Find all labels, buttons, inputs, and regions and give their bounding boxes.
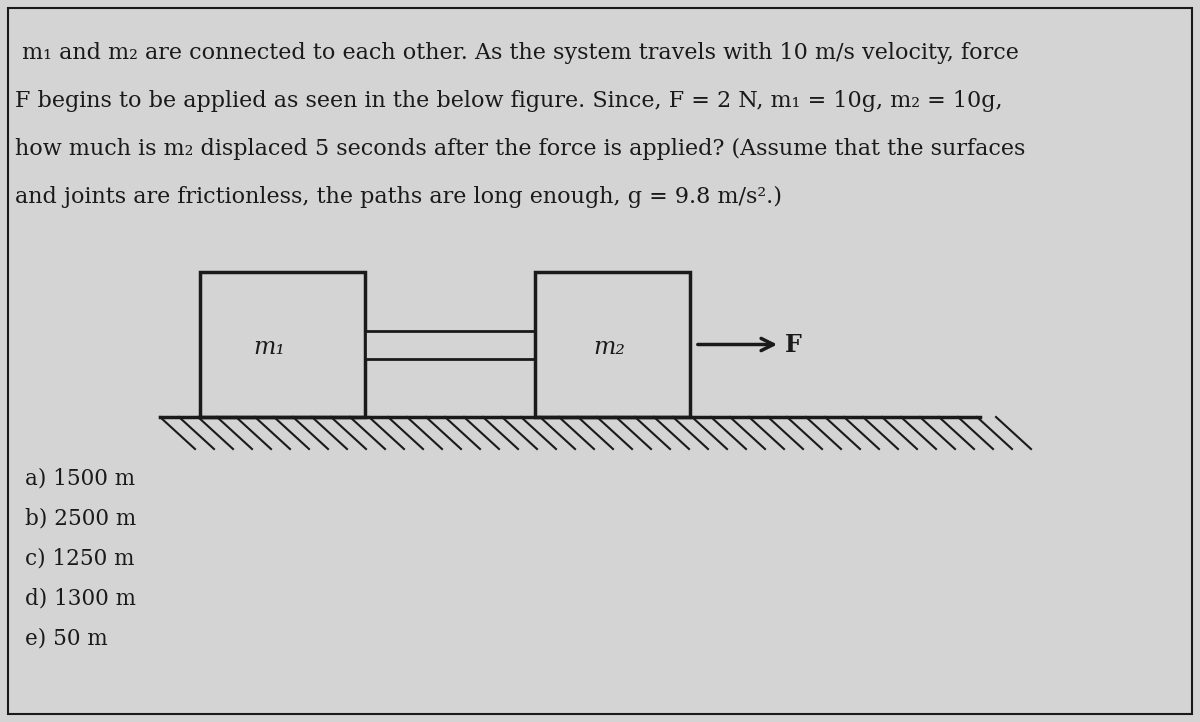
Text: m₁: m₁ <box>253 336 286 359</box>
Text: c) 1250 m: c) 1250 m <box>25 547 134 569</box>
Text: d) 1300 m: d) 1300 m <box>25 587 136 609</box>
Text: F: F <box>785 333 802 357</box>
Text: and joints are frictionless, the paths are long enough, g = 9.8 m/s².): and joints are frictionless, the paths a… <box>14 186 782 208</box>
Text: m₁ and m₂ are connected to each other. As the system travels with 10 m/s velocit: m₁ and m₂ are connected to each other. A… <box>14 42 1019 64</box>
Text: m₂: m₂ <box>594 336 625 359</box>
Text: F begins to be applied as seen in the below figure. Since, F = 2 N, m₁ = 10g, m₂: F begins to be applied as seen in the be… <box>14 90 1003 112</box>
Text: a) 1500 m: a) 1500 m <box>25 467 136 489</box>
Bar <box>535 272 690 417</box>
Text: e) 50 m: e) 50 m <box>25 627 108 649</box>
Text: how much is m₂ displaced 5 seconds after the force is applied? (Assume that the : how much is m₂ displaced 5 seconds after… <box>14 138 1025 160</box>
Text: b) 2500 m: b) 2500 m <box>25 507 137 529</box>
Bar <box>200 272 365 417</box>
Bar <box>365 331 535 359</box>
